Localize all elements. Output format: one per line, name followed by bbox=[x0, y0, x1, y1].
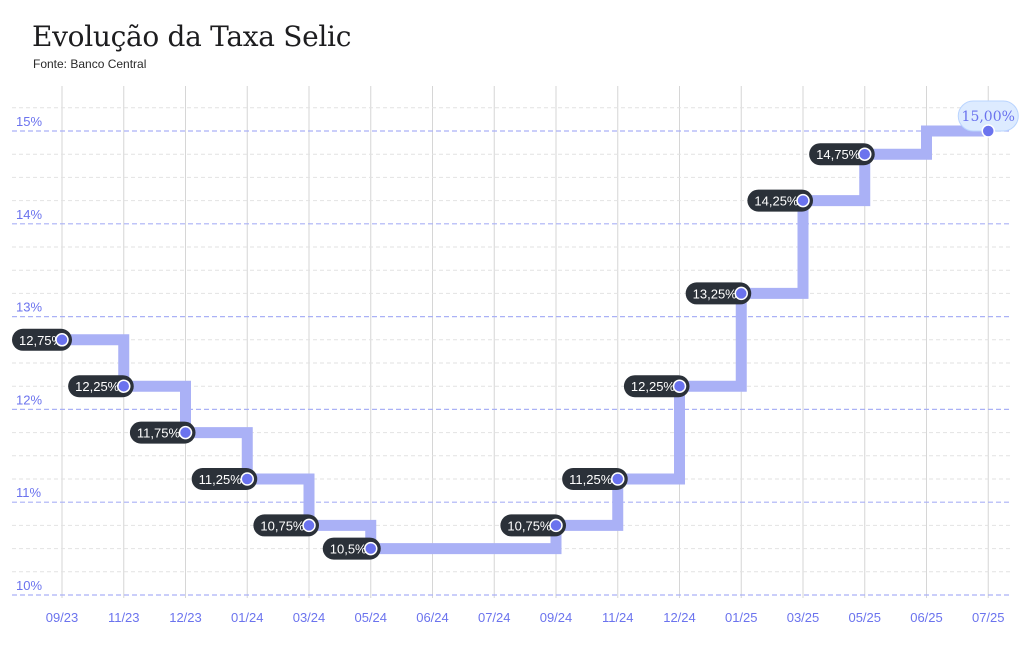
data-point bbox=[117, 379, 131, 393]
chart-subtitle: Fonte: Banco Central bbox=[33, 57, 147, 71]
data-label-bg bbox=[747, 189, 813, 212]
data-label-group: 11,25% bbox=[562, 468, 628, 490]
data-label: 12,75% bbox=[19, 333, 64, 348]
data-label-group: 11,75% bbox=[129, 421, 196, 444]
data-label-bg bbox=[809, 143, 875, 166]
axis-layer: 10% 11% 12% 13% 14% 15% 09/23 11/23 12/23 01/24 03… bbox=[16, 114, 1005, 625]
data-label: 14,25% bbox=[754, 194, 799, 209]
x-tick-label: 07/25 bbox=[972, 610, 1005, 625]
data-point bbox=[672, 379, 687, 393]
y-tick-label: 10% bbox=[16, 578, 42, 593]
data-label-group: 14,75% bbox=[809, 143, 875, 166]
data-label-group: 12,75% bbox=[12, 328, 72, 351]
x-tick-label: 01/24 bbox=[231, 610, 264, 625]
data-point bbox=[549, 518, 563, 533]
data-point bbox=[364, 541, 378, 556]
data-label-bg bbox=[191, 468, 258, 490]
data-label-group: 10,75% bbox=[253, 514, 319, 537]
data-label-group: 12,25% bbox=[623, 375, 690, 398]
data-label-group: 10,75% bbox=[500, 514, 566, 537]
data-point bbox=[302, 518, 316, 533]
x-tick-label: 11/24 bbox=[602, 610, 634, 625]
y-tick-label: 11% bbox=[16, 485, 41, 500]
data-point bbox=[178, 425, 193, 440]
x-tick-label: 03/24 bbox=[293, 610, 326, 625]
data-label: 13,25% bbox=[693, 286, 738, 301]
label-layer: 12,75% 12,25% 11,75% 11,25% 10,75% 10,5% 10,75… bbox=[12, 100, 1019, 560]
data-label-group: 12,25% bbox=[68, 375, 134, 398]
data-label: 12,25% bbox=[631, 379, 676, 394]
data-label: 11,25% bbox=[199, 472, 243, 487]
y-tick-label: 13% bbox=[16, 300, 42, 315]
y-tick-label: 15% bbox=[16, 114, 42, 129]
chart-title: Evolução da Taxa Selic bbox=[32, 20, 352, 53]
series-line-selic bbox=[62, 125, 989, 555]
data-label: 11,75% bbox=[137, 426, 181, 441]
x-tick-label: 06/24 bbox=[416, 610, 449, 625]
data-point bbox=[858, 147, 872, 161]
x-tick-label: 12/23 bbox=[169, 610, 202, 625]
x-tick-label: 01/25 bbox=[725, 610, 758, 625]
data-point bbox=[981, 124, 995, 138]
x-tick-label: 05/25 bbox=[848, 610, 881, 625]
x-tick-label: 12/24 bbox=[663, 610, 696, 625]
data-label-bg bbox=[562, 468, 628, 490]
data-label: 14,75% bbox=[816, 147, 861, 162]
data-label: 10,75% bbox=[260, 518, 305, 533]
x-tick-label: 05/24 bbox=[354, 610, 387, 625]
data-label-group: 10,5% bbox=[322, 537, 381, 560]
x-tick-label: 09/23 bbox=[46, 610, 79, 625]
data-label: 12,25% bbox=[75, 379, 120, 394]
y-tick-label: 14% bbox=[16, 207, 42, 222]
data-point bbox=[796, 193, 810, 208]
x-tick-label: 03/25 bbox=[787, 610, 820, 625]
data-label-bg bbox=[68, 375, 134, 398]
data-label: 10,75% bbox=[507, 518, 552, 533]
data-label-bg bbox=[129, 421, 196, 444]
x-tick-label: 09/24 bbox=[540, 610, 573, 625]
data-label-group: 11,25% bbox=[191, 468, 258, 490]
x-tick-label: 07/24 bbox=[478, 610, 511, 625]
data-label-group: 13,25% bbox=[685, 282, 752, 305]
data-label-group: 15,00% bbox=[957, 100, 1019, 138]
line-layer bbox=[62, 125, 989, 555]
data-label-bg bbox=[500, 514, 566, 537]
x-tick-label: 11/23 bbox=[108, 610, 140, 625]
data-point bbox=[734, 286, 748, 301]
data-label: 15,00% bbox=[962, 109, 1015, 125]
data-point bbox=[55, 333, 69, 347]
data-label-bg bbox=[685, 282, 752, 305]
data-point bbox=[611, 472, 625, 486]
y-tick-label: 12% bbox=[16, 392, 42, 407]
data-label-bg bbox=[253, 514, 319, 537]
data-label-bg bbox=[322, 537, 381, 560]
data-label-bg bbox=[623, 375, 690, 398]
data-label-bg bbox=[12, 328, 72, 351]
data-label: 10,5% bbox=[330, 542, 367, 557]
data-label: 11,25% bbox=[569, 472, 613, 487]
data-label-group: 14,25% bbox=[747, 189, 813, 212]
x-tick-label: 06/25 bbox=[910, 610, 943, 625]
data-point bbox=[240, 472, 254, 486]
